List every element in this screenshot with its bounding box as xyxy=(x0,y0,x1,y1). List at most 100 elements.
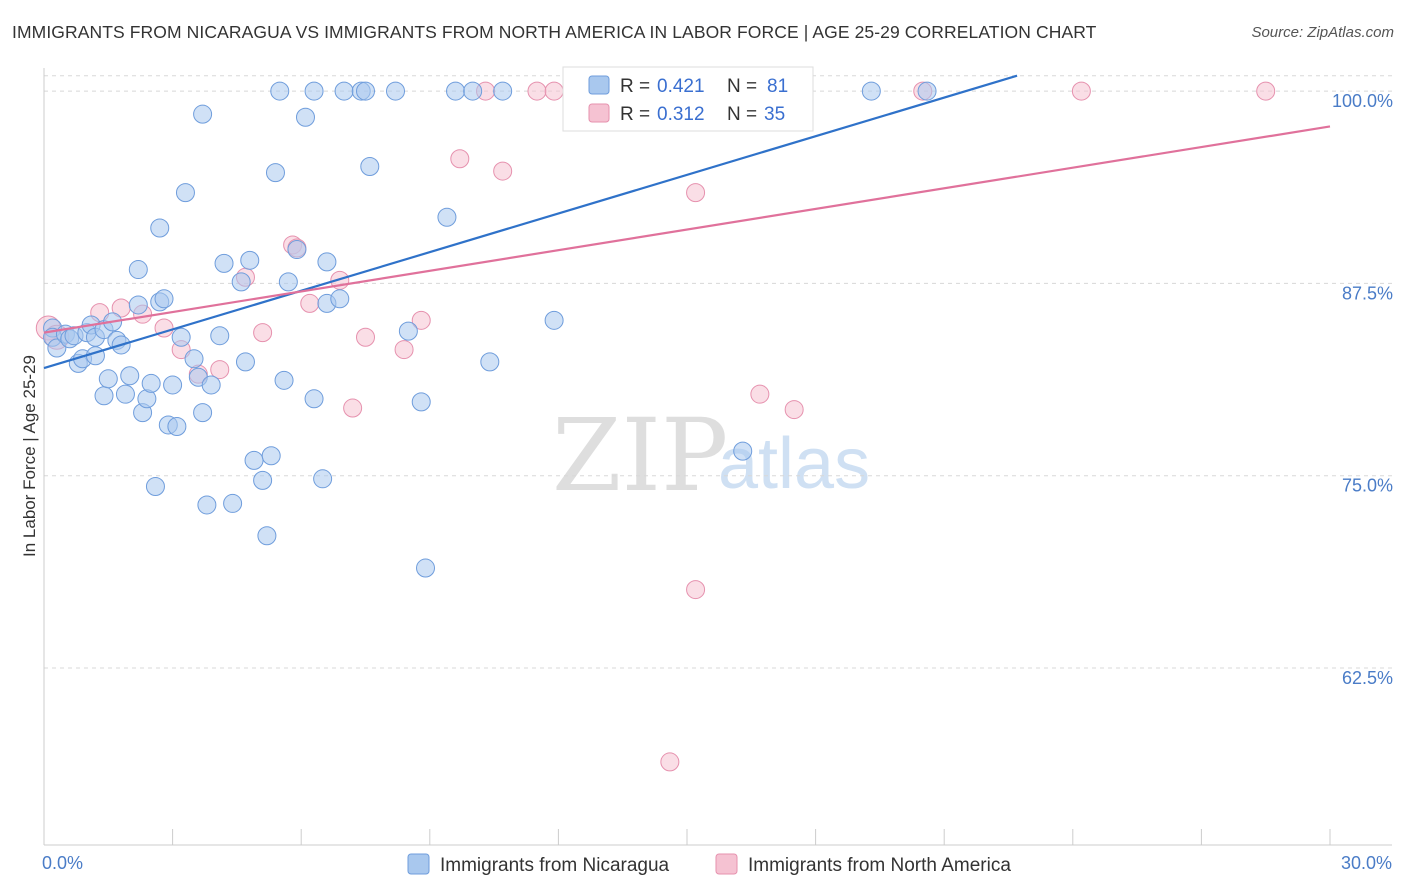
point-north-america xyxy=(356,327,375,347)
point-nicaragua xyxy=(154,289,174,309)
point-nicaragua xyxy=(141,373,161,393)
point-nicaragua xyxy=(270,81,290,101)
legend-r-value-1: 0.421 xyxy=(657,76,705,97)
point-nicaragua xyxy=(493,81,513,101)
y-axis-label: In Labor Force | Age 25-29 xyxy=(20,355,39,557)
point-nicaragua xyxy=(163,375,183,395)
trend-lines xyxy=(43,74,1331,370)
point-nicaragua xyxy=(463,81,483,101)
point-nicaragua xyxy=(304,81,324,101)
point-nicaragua xyxy=(330,289,350,309)
y-tick-label: 62.5% xyxy=(1342,668,1393,688)
legend-n-value-2: 35 xyxy=(764,104,785,125)
point-nicaragua xyxy=(193,403,213,423)
legend-r-label-1: R = xyxy=(620,76,650,97)
point-nicaragua xyxy=(437,207,457,227)
bottom-legend-swatch-blue xyxy=(407,853,430,875)
point-north-america xyxy=(300,293,320,313)
point-north-america xyxy=(394,340,414,360)
legend-swatch-pink xyxy=(588,103,610,123)
point-nicaragua xyxy=(244,450,264,470)
point-north-america xyxy=(686,580,706,600)
point-nicaragua xyxy=(313,469,333,489)
point-nicaragua xyxy=(278,272,298,292)
point-nicaragua xyxy=(416,558,436,578)
bottom-legend-swatch-pink xyxy=(715,853,738,875)
point-north-america xyxy=(253,323,273,343)
point-nicaragua xyxy=(193,104,213,124)
chart-title: IMMIGRANTS FROM NICARAGUA VS IMMIGRANTS … xyxy=(12,22,1097,42)
point-nicaragua xyxy=(197,495,217,515)
point-north-america xyxy=(784,400,804,420)
point-nicaragua xyxy=(480,352,500,372)
point-north-america xyxy=(1256,81,1276,101)
series-legend: Immigrants from Nicaragua Immigrants fro… xyxy=(407,853,1011,876)
point-nicaragua xyxy=(128,260,148,280)
point-nicaragua xyxy=(411,392,431,412)
point-nicaragua xyxy=(128,295,148,315)
point-nicaragua xyxy=(98,369,118,389)
point-nicaragua xyxy=(94,386,114,406)
point-north-america xyxy=(343,398,363,418)
point-nicaragua xyxy=(145,477,165,497)
watermark-zip: ZIP xyxy=(552,397,728,514)
point-nicaragua xyxy=(257,526,277,546)
point-nicaragua xyxy=(201,375,221,395)
point-nicaragua xyxy=(85,346,105,366)
trend-line-north-america xyxy=(43,125,1331,334)
data-points xyxy=(35,81,1276,772)
trend-line-nicaragua xyxy=(43,74,1018,370)
point-nicaragua xyxy=(240,250,260,270)
point-north-america xyxy=(660,752,680,772)
legend-r-value-2: 0.312 xyxy=(657,104,705,125)
point-nicaragua xyxy=(304,389,324,409)
bottom-legend-label-1: Immigrants from Nicaragua xyxy=(440,855,670,876)
point-north-america xyxy=(686,183,706,203)
stats-legend: R = 0.421 N = 81 R = 0.312 N = 35 xyxy=(562,66,814,132)
bottom-legend-label-2: Immigrants from North America xyxy=(748,855,1011,876)
legend-r-label-2: R = xyxy=(620,104,650,125)
point-nicaragua xyxy=(261,446,281,466)
point-nicaragua xyxy=(398,321,418,341)
point-nicaragua xyxy=(171,327,191,347)
point-nicaragua xyxy=(356,81,375,101)
point-north-america xyxy=(544,81,564,101)
point-nicaragua xyxy=(223,493,243,513)
watermark-atlas: atlas xyxy=(718,424,870,504)
point-nicaragua xyxy=(265,163,285,183)
point-nicaragua xyxy=(295,107,315,127)
legend-n-label-1: N = xyxy=(727,76,757,97)
point-nicaragua xyxy=(733,441,753,461)
point-nicaragua xyxy=(214,253,234,273)
x-tick-label-min: 0.0% xyxy=(42,853,83,873)
point-nicaragua xyxy=(120,366,140,386)
point-north-america xyxy=(450,149,470,169)
point-nicaragua xyxy=(167,416,187,436)
point-nicaragua xyxy=(360,156,380,176)
y-axis-tick-labels: 62.5% 75.0% 87.5% 100.0% xyxy=(1332,91,1393,688)
point-nicaragua xyxy=(274,370,294,390)
point-nicaragua xyxy=(210,326,230,346)
y-tick-label: 100.0% xyxy=(1332,91,1393,111)
point-nicaragua xyxy=(235,352,255,372)
point-nicaragua xyxy=(334,81,354,101)
x-tick-label-max: 30.0% xyxy=(1341,853,1392,873)
point-nicaragua xyxy=(386,81,406,101)
point-nicaragua xyxy=(317,252,337,272)
x-axis-ticks xyxy=(43,829,1331,845)
point-north-america xyxy=(750,384,770,404)
point-nicaragua xyxy=(253,470,273,490)
point-nicaragua xyxy=(231,272,251,292)
point-nicaragua xyxy=(544,310,564,330)
point-north-america xyxy=(210,360,230,380)
point-nicaragua xyxy=(47,338,67,358)
legend-n-label-2: N = xyxy=(727,104,757,125)
y-tick-label: 75.0% xyxy=(1342,476,1393,496)
point-nicaragua xyxy=(446,81,466,101)
point-north-america xyxy=(1071,81,1091,101)
point-north-america xyxy=(493,161,513,181)
legend-swatch-blue xyxy=(588,75,610,95)
legend-n-value-1: 81 xyxy=(767,76,788,97)
point-nicaragua xyxy=(917,81,937,101)
